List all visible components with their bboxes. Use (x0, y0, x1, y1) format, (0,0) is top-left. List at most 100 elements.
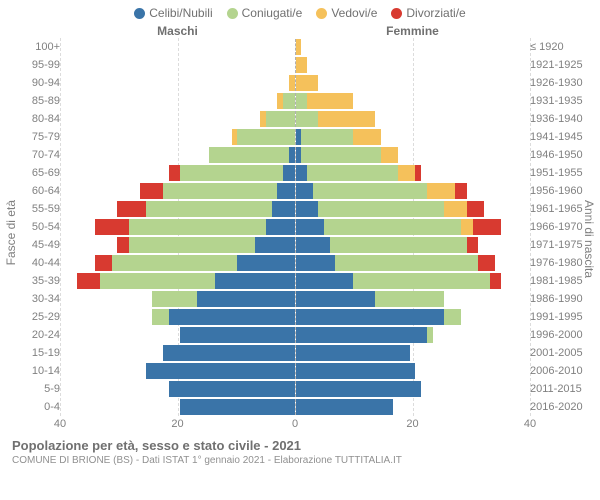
header-female: Femmine (295, 24, 530, 38)
column-headers: Maschi Femmine (0, 24, 600, 38)
male-bar (66, 363, 295, 379)
legend-item: Divorziati/e (391, 6, 465, 20)
bar-segment (237, 129, 294, 145)
bar-segment (296, 363, 416, 379)
bar-segment (296, 111, 319, 127)
age-label: 10-14 (0, 365, 66, 377)
bar-segment (129, 219, 266, 235)
bar-segment (117, 237, 128, 253)
x-tick: 0 (292, 418, 298, 430)
legend-item: Coniugati/e (227, 6, 303, 20)
female-bar (295, 75, 525, 91)
pyramid-chart: 100+≤ 192095-991921-192590-941926-193085… (0, 38, 600, 416)
female-bar (295, 291, 525, 307)
bar-segment (296, 381, 422, 397)
bar-segment (277, 183, 294, 199)
bar-segment (152, 309, 169, 325)
year-label: 2001-2005 (524, 347, 600, 359)
bar-segment (163, 345, 294, 361)
x-axis: 402002040 (0, 418, 600, 432)
bar-segment (296, 165, 307, 181)
pyramid-row: 35-391981-1985 (0, 272, 600, 290)
bar-segment (237, 255, 294, 271)
bar-segment (180, 165, 283, 181)
female-bar (295, 237, 525, 253)
bar-segment (296, 273, 353, 289)
age-label: 60-64 (0, 185, 66, 197)
bar-segment (180, 399, 294, 415)
pyramid-row: 50-541966-1970 (0, 218, 600, 236)
bar-segment (318, 201, 444, 217)
bar-segment (444, 201, 467, 217)
male-bar (66, 345, 295, 361)
age-label: 15-19 (0, 347, 66, 359)
chart-subtitle: COMUNE DI BRIONE (BS) - Dati ISTAT 1° ge… (12, 455, 588, 466)
male-bar (66, 381, 295, 397)
bar-segment (77, 273, 100, 289)
bar-segment (296, 93, 307, 109)
female-bar (295, 345, 525, 361)
bar-segment (266, 111, 295, 127)
year-label: 1936-1940 (524, 113, 600, 125)
age-label: 85-89 (0, 95, 66, 107)
x-tick: 20 (406, 418, 418, 430)
female-bar (295, 327, 525, 343)
age-label: 30-34 (0, 293, 66, 305)
bar-segment (272, 201, 295, 217)
year-label: 1921-1925 (524, 59, 600, 71)
female-bar (295, 129, 525, 145)
age-label: 35-39 (0, 275, 66, 287)
bar-segment (296, 327, 427, 343)
female-bar (295, 147, 525, 163)
bar-segment (307, 165, 398, 181)
age-label: 90-94 (0, 77, 66, 89)
legend-label: Coniugati/e (242, 6, 303, 20)
bar-segment (455, 183, 466, 199)
bar-segment (353, 273, 490, 289)
pyramid-row: 30-341986-1990 (0, 290, 600, 308)
bar-segment (296, 75, 319, 91)
year-label: 1956-1960 (524, 185, 600, 197)
bar-segment (146, 363, 295, 379)
male-bar (66, 165, 295, 181)
bar-segment (209, 147, 289, 163)
pyramid-row: 70-741946-1950 (0, 146, 600, 164)
legend-swatch (227, 8, 238, 19)
male-bar (66, 219, 295, 235)
age-label: 65-69 (0, 167, 66, 179)
year-label: 1991-1995 (524, 311, 600, 323)
pyramid-row: 20-241996-2000 (0, 326, 600, 344)
male-bar (66, 327, 295, 343)
pyramid-row: 40-441976-1980 (0, 254, 600, 272)
year-label: 1996-2000 (524, 329, 600, 341)
year-label: ≤ 1920 (524, 41, 600, 53)
year-label: 2011-2015 (524, 383, 600, 395)
pyramid-row: 45-491971-1975 (0, 236, 600, 254)
bar-segment (398, 165, 415, 181)
pyramid-row: 15-19 2001-2005 (0, 344, 600, 362)
male-bar (66, 309, 295, 325)
male-bar (66, 201, 295, 217)
bar-segment (95, 219, 129, 235)
bar-segment (266, 219, 295, 235)
female-bar (295, 363, 525, 379)
age-label: 80-84 (0, 113, 66, 125)
bar-segment (467, 237, 478, 253)
bar-segment (301, 147, 381, 163)
pyramid-row: 80-84 1936-1940 (0, 110, 600, 128)
bar-segment (444, 309, 461, 325)
male-bar (66, 273, 295, 289)
male-bar (66, 93, 295, 109)
bar-segment (163, 183, 277, 199)
pyramid-row: 25-29 1991-1995 (0, 308, 600, 326)
year-label: 1951-1955 (524, 167, 600, 179)
legend-swatch (316, 8, 327, 19)
bar-segment (140, 183, 163, 199)
female-bar (295, 165, 525, 181)
bar-segment (296, 219, 325, 235)
bar-segment (296, 399, 393, 415)
bar-segment (296, 183, 313, 199)
age-label: 25-29 (0, 311, 66, 323)
male-bar (66, 399, 295, 415)
male-bar (66, 75, 295, 91)
